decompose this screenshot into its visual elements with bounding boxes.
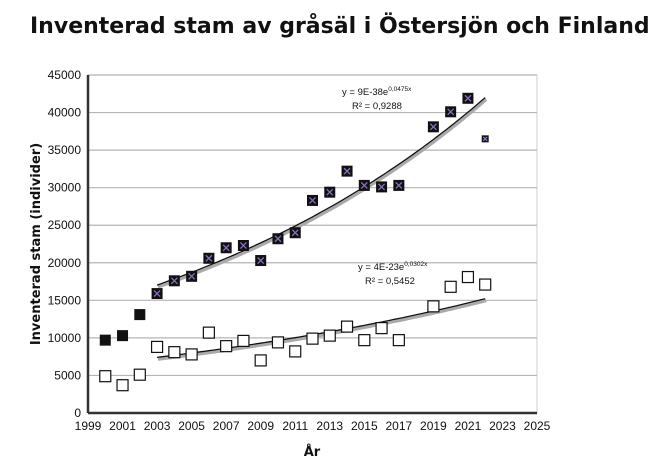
x-mark	[429, 123, 437, 131]
data-point	[306, 332, 319, 345]
x-tick-label: 2005	[178, 419, 205, 433]
data-point	[461, 270, 475, 284]
data-point	[134, 309, 146, 321]
x-tick-label: 2021	[455, 419, 482, 433]
x-tick-label: 2017	[385, 419, 412, 433]
x-mark	[153, 290, 161, 298]
data-point	[116, 379, 129, 392]
y-tick-label: 35000	[48, 143, 82, 157]
x-mark	[326, 188, 334, 196]
x-tick-label: 1999	[75, 419, 102, 433]
x-mark	[222, 244, 230, 252]
data-point	[185, 348, 198, 361]
trendline-shadow	[157, 299, 487, 361]
y-tick-label: 15000	[48, 293, 82, 307]
trendline-r2-upper: R² = 0,9288	[352, 101, 402, 112]
data-point	[99, 334, 111, 346]
y-tick-label: 0	[74, 406, 81, 420]
x-mark	[291, 229, 299, 237]
x-tick-label: 2013	[316, 419, 343, 433]
x-mark	[309, 196, 316, 204]
chart-title: Inventerad stam av gråsäl i Östersjön oc…	[30, 14, 650, 39]
data-point	[289, 345, 302, 358]
data-point	[375, 322, 388, 335]
x-tick-label: 2011	[282, 419, 308, 433]
x-mark	[274, 235, 282, 243]
x-mark	[447, 108, 455, 116]
x-mark	[239, 242, 247, 249]
data-point	[117, 330, 129, 342]
y-tick-label: 20000	[48, 256, 82, 270]
y-tick-label: 25000	[48, 218, 82, 232]
trendline-equation-lower: y = 4E-23e0,0302x	[358, 261, 428, 273]
data-point	[133, 368, 146, 381]
data-point	[254, 354, 267, 367]
x-tick-label: 2009	[247, 419, 274, 433]
data-point	[427, 300, 440, 313]
data-point	[323, 329, 336, 342]
y-tick-label: 45000	[48, 68, 82, 82]
x-tick-label: 2003	[144, 419, 171, 433]
x-tick-label: 2019	[420, 419, 447, 433]
data-point	[202, 326, 215, 339]
data-point	[444, 280, 457, 293]
data-point	[99, 370, 112, 383]
x-tick-label: 2023	[489, 419, 516, 433]
y-tick-label: 30000	[48, 181, 82, 195]
y-tick-label: 10000	[48, 331, 82, 345]
x-mark	[343, 167, 351, 175]
trendline	[156, 97, 486, 286]
data-point	[150, 340, 164, 354]
plot-frame	[87, 74, 538, 414]
y-axis-label: Inventerad stam (individer)	[29, 143, 44, 345]
x-mark	[378, 183, 386, 191]
x-mark	[170, 277, 178, 285]
data-point	[168, 346, 181, 359]
x-tick-label: 2001	[109, 419, 136, 433]
y-tick-label: 5000	[54, 368, 81, 382]
trendline-shadow	[157, 98, 488, 289]
data-point	[479, 278, 492, 291]
data-point	[340, 320, 354, 333]
data-point	[237, 334, 250, 347]
x-mark	[360, 181, 368, 189]
x-mark	[482, 136, 488, 142]
trendline-r2-lower: R² = 0,5452	[365, 276, 415, 287]
y-tick-label: 40000	[48, 106, 82, 120]
x-mark	[464, 94, 472, 102]
trendline-equation-upper: y = 9E-38e0,0475x	[342, 86, 412, 98]
x-mark	[395, 181, 403, 189]
data-point	[392, 334, 405, 347]
x-mark	[257, 257, 265, 265]
x-mark	[188, 272, 196, 280]
x-tick-label: 2025	[524, 419, 551, 433]
data-point	[358, 334, 371, 347]
x-axis-label: År	[304, 444, 321, 460]
x-tick-label: 2007	[213, 419, 240, 433]
data-point	[220, 340, 233, 353]
x-tick-label: 2015	[351, 419, 378, 433]
data-point	[271, 336, 285, 349]
x-mark	[205, 254, 213, 262]
